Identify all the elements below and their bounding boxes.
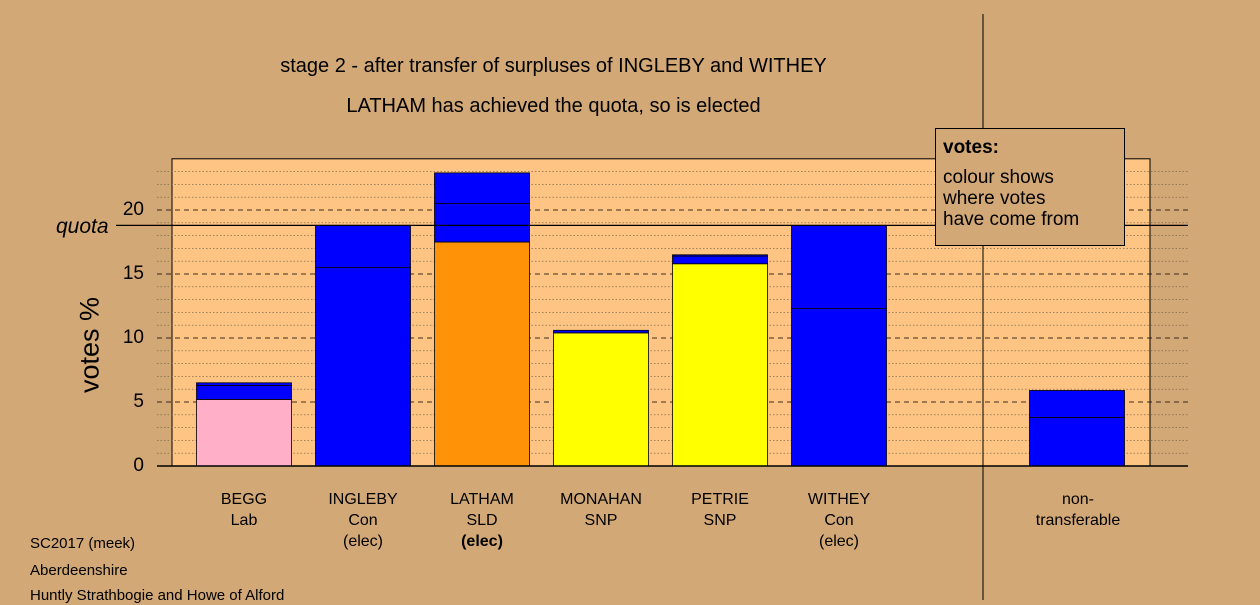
bar-segment-petrie	[672, 254, 768, 257]
bar-segment-non-transferable	[1029, 416, 1125, 467]
bar-segment-monahan	[553, 332, 649, 467]
legend-box: votes: colour shows where votes have com…	[935, 128, 1125, 246]
bar-segment-petrie	[672, 255, 768, 265]
candidate-party: Con	[824, 512, 854, 529]
bar-segment-latham	[434, 172, 530, 205]
candidate-status: (elec)	[342, 533, 383, 550]
legend-line: colour shows	[943, 167, 1054, 188]
candidate-name: INGLEBY	[328, 491, 398, 508]
bar-segment-ingleby	[315, 267, 411, 467]
x-tick-label-withey: WITHEY Con (elec)	[774, 489, 904, 552]
candidate-party: Con	[348, 512, 378, 529]
legend-line: have come from	[943, 209, 1080, 230]
quota-label: quota	[56, 215, 109, 238]
candidate-name: LATHAM	[450, 491, 514, 508]
candidate-name: PETRIE	[691, 491, 749, 508]
bar-segment-latham	[434, 241, 530, 467]
bar-segment-ingleby	[315, 224, 411, 269]
legend-title: votes:	[943, 137, 999, 158]
bar-segment-withey	[791, 308, 887, 467]
bar-segment-latham	[434, 203, 530, 243]
legend-line: where votes	[943, 188, 1046, 209]
candidate-status: (elec)	[818, 533, 859, 550]
y-tick-label: 0	[133, 455, 144, 476]
footer-council: Aberdeenshire	[30, 562, 128, 579]
x-tick-label-monahan: MONAHAN SNP	[536, 489, 666, 531]
candidate-name: MONAHAN	[560, 491, 642, 508]
chart-subtitle: LATHAM has achieved the quota, so is ele…	[346, 95, 761, 117]
x-tick-label-latham: LATHAM SLD (elec)	[417, 489, 547, 552]
bar-segment-petrie	[672, 263, 768, 467]
y-tick-label: 10	[122, 327, 144, 348]
candidate-name: WITHEY	[807, 491, 871, 508]
candidate-name: non-	[1061, 491, 1095, 508]
footer-ward: Huntly Strathbogie and Howe of Alford	[30, 587, 285, 604]
candidate-status: (elec)	[461, 533, 503, 550]
candidate-party: SNP	[584, 512, 618, 529]
candidate-party: Lab	[230, 512, 258, 529]
bar-segment-begg	[196, 382, 292, 386]
y-tick-label: 5	[133, 391, 144, 412]
bar-segment-withey	[791, 224, 887, 309]
x-tick-label-begg: BEGG Lab	[179, 489, 309, 531]
chart-title: stage 2 - after transfer of surpluses of…	[280, 55, 827, 77]
footer-source: SC2017 (meek)	[30, 535, 136, 552]
bar-segment-monahan	[553, 329, 649, 334]
candidate-name: BEGG	[220, 491, 268, 508]
bar-segment-non-transferable	[1029, 390, 1125, 418]
y-tick-label: 15	[122, 263, 144, 284]
x-tick-label-petrie: PETRIE SNP	[655, 489, 785, 531]
y-tick-label: 20	[122, 199, 144, 220]
x-tick-label-ingleby: INGLEBY Con (elec)	[298, 489, 428, 552]
bar-segment-begg	[196, 399, 292, 467]
candidate-party: SLD	[466, 512, 498, 529]
candidate-party: SNP	[703, 512, 737, 529]
x-tick-label-non-transferable: non- transferable	[1013, 489, 1143, 531]
bar-segment-begg	[196, 384, 292, 400]
candidate-party: transferable	[1035, 512, 1121, 529]
